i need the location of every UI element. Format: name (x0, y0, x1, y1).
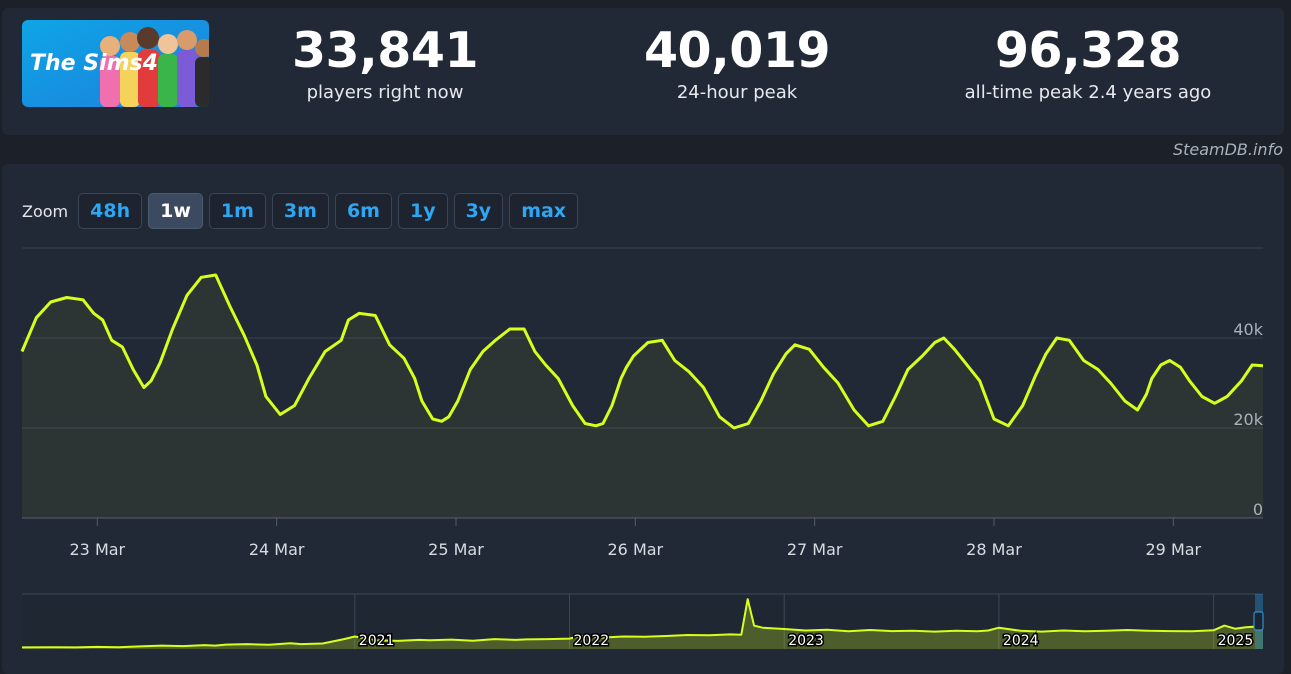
zoom-48h-button[interactable]: 48h (78, 193, 143, 229)
watermark[interactable]: SteamDB.info (1172, 140, 1283, 159)
game-artwork: The Sims4 (22, 20, 209, 107)
game-logo-text: The Sims4 (30, 51, 158, 76)
stat-players-now: 33,841 players right now (220, 22, 550, 104)
stat-value: 96,328 (994, 22, 1182, 79)
stat-label: players right now (306, 82, 464, 103)
stats-card (2, 8, 1284, 135)
stat-label: 24-hour peak (676, 82, 798, 103)
zoom-1m-button[interactable]: 1m (208, 193, 266, 229)
game-thumbnail[interactable]: The Sims4 (22, 20, 209, 107)
stat-value: 33,841 (291, 22, 479, 79)
zoom-1w-button[interactable]: 1w (148, 193, 203, 229)
zoom-1y-button[interactable]: 1y (397, 193, 448, 229)
stat-label: all-time peak 2.4 years ago (964, 82, 1212, 103)
stat-24h-peak: 40,019 24-hour peak (572, 22, 902, 104)
stat-value: 40,019 (643, 22, 831, 79)
zoom-6m-button[interactable]: 6m (334, 193, 392, 229)
zoom-max-button[interactable]: max (509, 193, 579, 229)
zoom-label: Zoom (22, 201, 69, 221)
zoom-3m-button[interactable]: 3m (271, 193, 329, 229)
chart-card (2, 164, 1284, 674)
zoom-3y-button[interactable]: 3y (453, 193, 504, 229)
zoom-controls: Zoom 48h 1w 1m 3m 6m 1y 3y max (22, 192, 584, 230)
stat-all-time-peak: 96,328 all-time peak 2.4 years ago (923, 22, 1253, 104)
